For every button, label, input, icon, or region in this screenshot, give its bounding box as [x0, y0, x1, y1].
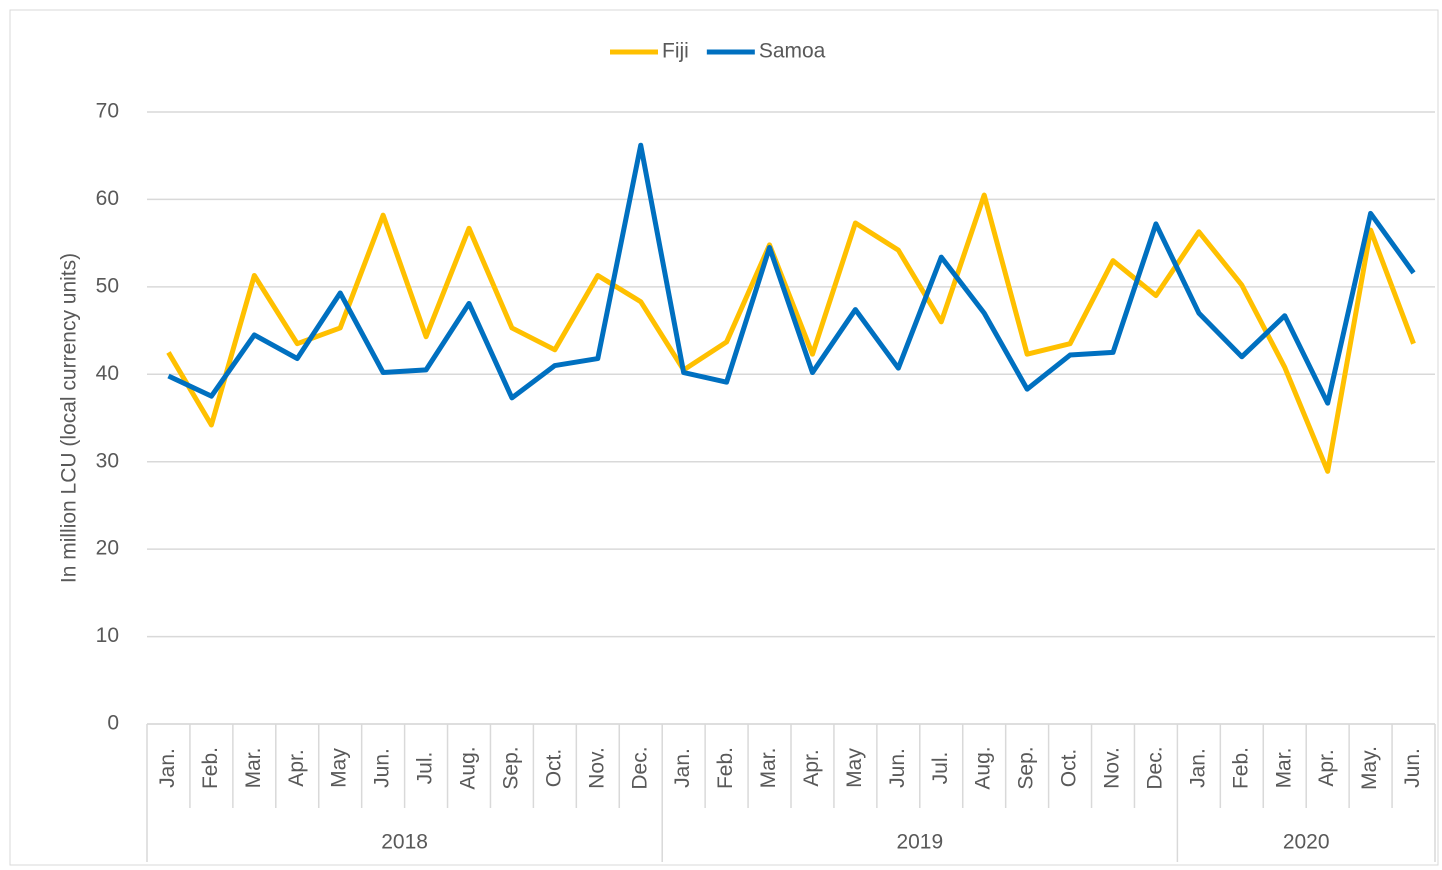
chart-border [9, 9, 1439, 866]
x-tick-label: Dec. [628, 746, 651, 789]
x-tick-label: Jan. [1186, 748, 1209, 788]
series-line [167, 142, 1416, 406]
x-tick-label: Mar. [757, 748, 780, 789]
x-tick-label: Oct. [542, 749, 565, 788]
x-tick-label: Mar. [1272, 748, 1295, 789]
legend-label: Samoa [759, 40, 826, 63]
x-tick-label: Jul. [929, 752, 952, 785]
x-tick-label: May [843, 748, 866, 788]
x-tick-label: May. [1358, 746, 1381, 790]
x-group-label: 2020 [1283, 831, 1330, 854]
x-tick-label: Nov. [1101, 747, 1124, 789]
x-tick-label: Oct. [1058, 749, 1081, 788]
y-tick-label: 40 [96, 362, 119, 385]
x-tick-label: Sep. [1015, 746, 1038, 789]
x-tick-label: Apr. [1315, 749, 1338, 786]
x-tick-label: Jul. [414, 752, 437, 785]
x-tick-label: Feb. [1229, 747, 1252, 789]
x-tick-label: Aug. [457, 746, 480, 789]
x-tick-label: Apr. [285, 749, 308, 786]
y-tick-label: 60 [96, 187, 119, 210]
y-tick-label: 20 [96, 537, 119, 560]
y-tick-label: 10 [96, 624, 119, 647]
x-group-label: 2019 [896, 831, 943, 854]
y-axis-label: In million LCU (local currency units) [58, 253, 81, 583]
x-tick-label: Feb. [714, 747, 737, 789]
y-tick-label: 50 [96, 274, 119, 297]
x-tick-label: Feb. [199, 747, 222, 789]
x-tick-label: May [328, 748, 351, 788]
x-tick-label: Jan. [671, 748, 694, 788]
x-tick-label: Dec. [1143, 746, 1166, 789]
y-tick-label: 0 [107, 712, 119, 735]
x-tick-label: Jan. [156, 748, 179, 788]
legend-label: Fiji [662, 40, 689, 63]
x-tick-label: Apr. [800, 749, 823, 786]
series-line [166, 192, 1416, 474]
x-group-label: 2018 [381, 831, 428, 854]
x-tick-label: Jun. [1401, 748, 1424, 788]
x-tick-label: Mar. [242, 748, 265, 789]
x-tick-label: Nov. [585, 747, 608, 789]
y-tick-label: 30 [96, 449, 119, 472]
x-tick-label: Aug. [972, 746, 995, 789]
x-tick-label: Jun. [371, 748, 394, 788]
x-tick-label: Sep. [499, 746, 522, 789]
y-tick-label: 70 [96, 100, 119, 123]
x-tick-label: Jun. [886, 748, 909, 788]
